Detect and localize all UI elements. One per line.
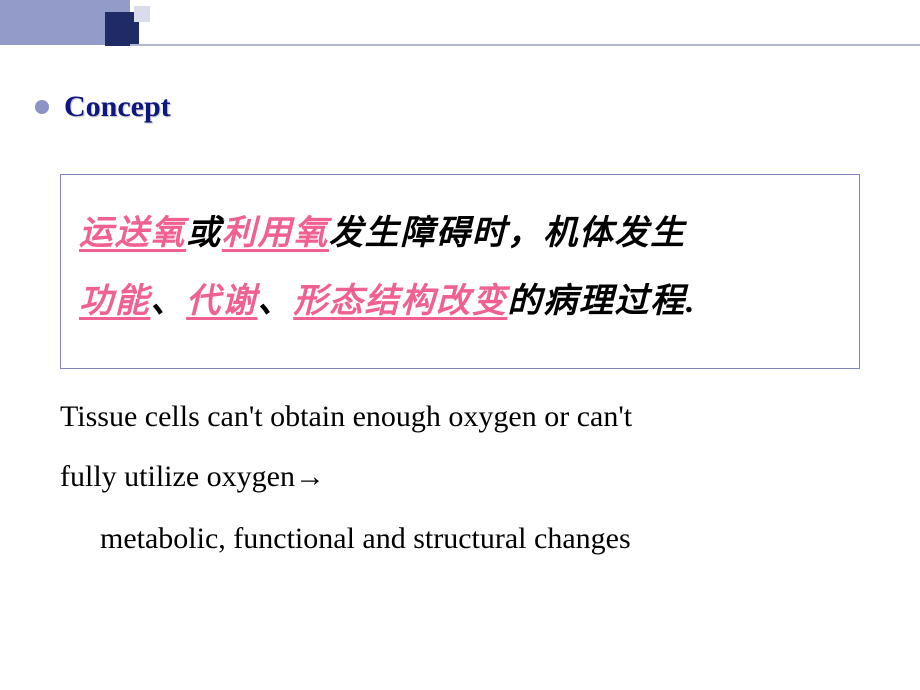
decor-light-square bbox=[134, 6, 150, 22]
chinese-text: 或 bbox=[186, 215, 222, 252]
definition-box-chinese: 运送氧或利用氧发生障碍时，机体发生 功能、代谢、形态结构改变的病理过程. bbox=[60, 174, 860, 369]
concept-heading-row: Concept bbox=[35, 90, 860, 124]
english-line-1: Tissue cells can't obtain enough oxygen … bbox=[60, 387, 860, 447]
slide-content: Concept 运送氧或利用氧发生障碍时，机体发生 功能、代谢、形态结构改变的病… bbox=[60, 90, 860, 569]
slide-header-decor bbox=[0, 0, 920, 58]
concept-title: Concept bbox=[64, 90, 171, 124]
chinese-text: 、 bbox=[258, 283, 294, 320]
keyword-metabolism: 代谢 bbox=[186, 283, 257, 320]
keyword-transport-oxygen: 运送氧 bbox=[79, 215, 186, 252]
english-line-3: metabolic, functional and structural cha… bbox=[60, 509, 860, 569]
english-line-2: fully utilize oxygen→ bbox=[60, 447, 860, 507]
chinese-line-1: 运送氧或利用氧发生障碍时，机体发生 bbox=[79, 200, 841, 268]
chinese-line-2: 功能、代谢、形态结构改变的病理过程. bbox=[79, 268, 841, 336]
chinese-text: 、 bbox=[150, 283, 186, 320]
keyword-utilize-oxygen: 利用氧 bbox=[222, 215, 329, 252]
chinese-text: 发生障碍时，机体发生 bbox=[329, 215, 686, 252]
keyword-function: 功能 bbox=[79, 283, 150, 320]
keyword-structural-change: 形态结构改变 bbox=[293, 283, 507, 320]
decor-divider-line bbox=[130, 44, 920, 46]
chinese-text: 的病理过程. bbox=[507, 283, 696, 320]
definition-english: Tissue cells can't obtain enough oxygen … bbox=[60, 387, 860, 569]
bullet-icon bbox=[35, 100, 49, 114]
